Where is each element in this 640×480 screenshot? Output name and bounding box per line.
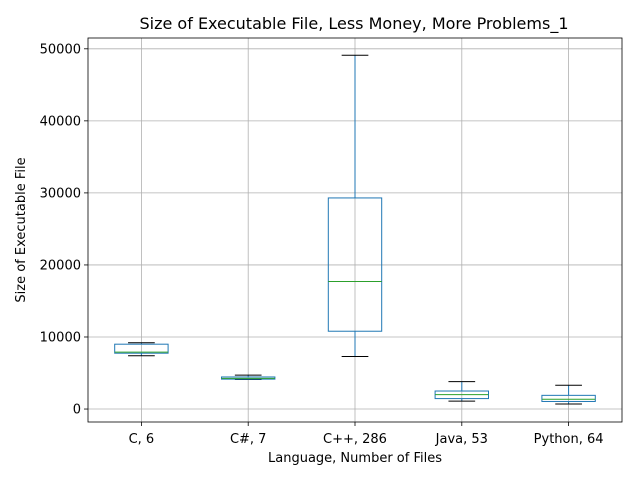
x-tick-label: Python, 64 [534, 432, 604, 447]
box-layer [114, 54, 596, 405]
box-group [541, 384, 596, 405]
y-tick-label: 30000 [40, 186, 81, 201]
tick-layer: 0 10000 20000 30000 40000 50000 C, 6 C#, 7 C++, … [40, 42, 604, 447]
x-axis-label: Language, Number of Files [268, 451, 442, 466]
box-group [114, 342, 169, 357]
iqr-box [327, 197, 383, 332]
x-tick-label: C#, 7 [230, 432, 267, 447]
box-group [434, 381, 490, 402]
y-tick-label: 10000 [40, 330, 81, 345]
y-axis-label: Size of Executable File [14, 157, 29, 302]
iqr-box [541, 394, 596, 402]
y-tick-label: 50000 [40, 42, 81, 57]
box-group [221, 374, 276, 380]
x-tick-label: Java, 53 [435, 432, 488, 447]
y-tick-label: 20000 [40, 258, 81, 273]
box-group [327, 54, 383, 357]
y-tick-label: 0 [73, 403, 81, 418]
iqr-box [114, 343, 169, 354]
y-tick-label: 40000 [40, 114, 81, 129]
x-tick-label: C++, 286 [323, 432, 387, 447]
chart-title: Size of Executable File, Less Money, Mor… [140, 14, 569, 34]
x-tick-label: C, 6 [129, 432, 155, 447]
